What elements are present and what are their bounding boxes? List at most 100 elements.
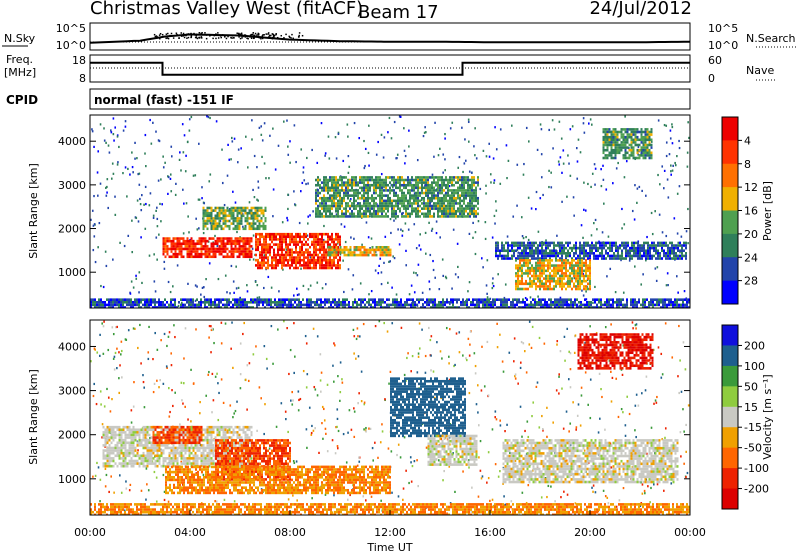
nsky-point [190, 32, 192, 35]
heatmap-cell [547, 269, 549, 273]
heatmap-cell [315, 253, 317, 257]
heatmap-cell [437, 154, 440, 157]
heatmap-cell [265, 248, 267, 252]
heatmap-cell [632, 148, 635, 152]
heatmap-cell [313, 266, 315, 270]
heatmap-cell [327, 264, 329, 267]
heatmap-cell [303, 238, 305, 241]
heatmap-cell [216, 244, 219, 248]
heatmap-cell [545, 246, 547, 250]
heatmap-cell [537, 259, 539, 262]
heatmap-cell [645, 241, 647, 245]
heatmap-cell [585, 261, 587, 265]
heatmap-cell [250, 217, 253, 220]
nsky-point [252, 32, 255, 34]
heatmap-cell [349, 204, 351, 208]
heatmap-cell [581, 266, 583, 270]
heatmap-cell [431, 176, 433, 179]
heatmap-cell [162, 306, 164, 308]
heatmap-cell [539, 277, 541, 280]
heatmap-cell [657, 257, 659, 260]
heatmap-cell [457, 186, 459, 190]
heatmap-cell [657, 241, 659, 245]
heatmap-cell [357, 253, 360, 257]
heatmap-cell [124, 125, 127, 128]
heatmap-cell [632, 146, 635, 149]
heatmap-cell [421, 176, 423, 179]
heatmap-cell [520, 216, 523, 219]
heatmap-cell [367, 186, 369, 190]
heatmap-cell [347, 178, 349, 182]
heatmap-cell [362, 300, 364, 304]
heatmap-cell [559, 269, 561, 273]
heatmap-cell [409, 212, 411, 216]
heatmap-cell [575, 274, 577, 278]
heatmap-cell [302, 171, 305, 174]
heatmap-cell [622, 156, 625, 160]
heatmap-cell [606, 148, 609, 152]
heatmap-cell [550, 186, 553, 189]
heatmap-cell [272, 300, 274, 304]
heatmap-cell [461, 199, 463, 203]
heatmap-cell [389, 253, 392, 257]
heatmap-cell [265, 232, 267, 236]
heatmap-cell [579, 285, 581, 288]
heatmap-cell [232, 206, 235, 210]
heatmap-cell [301, 243, 303, 246]
heatmap-cell [561, 257, 563, 260]
heatmap-cell [365, 186, 367, 190]
heatmap-cell [282, 300, 284, 304]
heatmap-cell [615, 246, 617, 250]
heatmap-cell [622, 143, 625, 147]
heatmap-cell [669, 246, 671, 250]
heatmap-cell [409, 191, 411, 195]
heatmap-cell [220, 250, 223, 253]
heatmap-cell [565, 261, 567, 265]
heatmap-cell [273, 264, 275, 267]
heatmap-cell [379, 178, 381, 182]
heatmap-cell [567, 261, 569, 265]
heatmap-cell [287, 207, 289, 211]
heatmap-cell [529, 254, 531, 258]
heatmap-cell [374, 306, 376, 308]
heatmap-cell [140, 306, 142, 308]
heatmap-cell [357, 183, 359, 187]
heatmap-cell [431, 186, 433, 190]
heatmap-cell [485, 192, 487, 195]
heatmap-cell [373, 209, 375, 213]
heatmap-cell [226, 306, 228, 308]
heatmap-cell [351, 209, 353, 213]
heatmap-cell [353, 245, 356, 249]
heatmap-cell [405, 264, 408, 267]
heatmap-cell [267, 251, 269, 254]
cpid-text: normal (fast) -151 IF [94, 93, 234, 107]
heatmap-cell [259, 232, 261, 236]
heatmap-cell [307, 264, 309, 267]
heatmap-cell [162, 250, 165, 253]
heatmap-cell [222, 217, 225, 220]
heatmap-cell [170, 242, 173, 246]
heatmap-cell [212, 224, 215, 228]
heatmap-cell [391, 202, 393, 205]
heatmap-cell [618, 146, 621, 149]
heatmap-cell [166, 300, 168, 304]
heatmap-cell [611, 246, 613, 250]
heatmap-cell [269, 238, 271, 241]
heatmap-cell [511, 246, 513, 250]
heatmap-cell [155, 130, 157, 133]
heatmap-cell [484, 298, 486, 301]
heatmap-cell [162, 239, 165, 243]
nsky-point [190, 36, 192, 39]
heatmap-cell [224, 219, 227, 223]
heatmap-cell [347, 194, 349, 197]
heatmap-cell [621, 257, 623, 260]
heatmap-cell [391, 176, 393, 179]
heatmap-cell [234, 298, 236, 301]
heatmap-cell [365, 248, 368, 252]
heatmap-cell [577, 285, 579, 288]
heatmap-cell [248, 209, 251, 212]
heatmap-cell [423, 212, 425, 216]
heatmap-cell [110, 298, 112, 301]
heatmap-cell [427, 191, 429, 195]
heatmap-cell [321, 248, 323, 252]
